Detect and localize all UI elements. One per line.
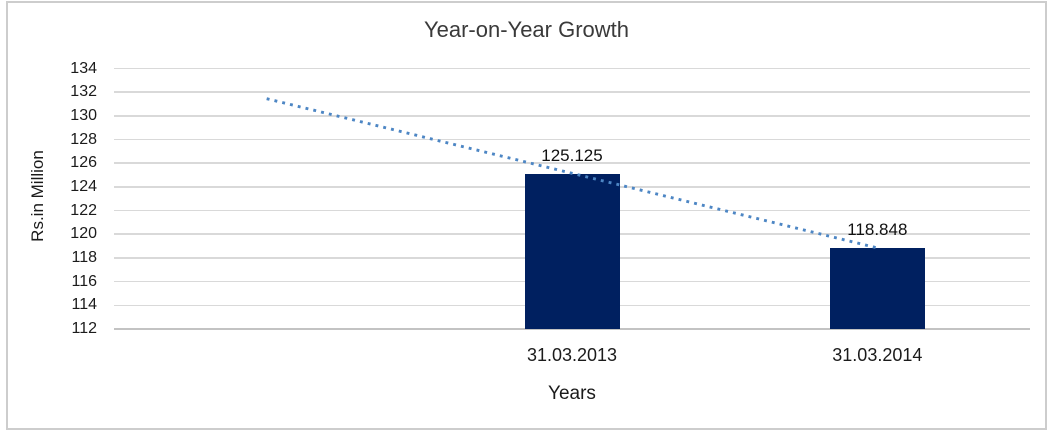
y-tick-label: 120 [70, 225, 97, 243]
y-tick-label: 118 [71, 248, 97, 266]
y-tick-label: 126 [70, 154, 97, 172]
x-axis-title: Years [548, 383, 596, 404]
y-tick-label: 112 [71, 320, 97, 337]
y-tick-label: 122 [70, 201, 97, 219]
y-tick-label: 116 [71, 272, 97, 290]
x-axis-line [114, 328, 1030, 330]
chart-title: Year-on-Year Growth [423, 17, 630, 42]
y-tick-label: 128 [70, 130, 97, 148]
y-gridline [114, 138, 1030, 141]
y-gridline [114, 115, 1030, 117]
y-gridline [114, 67, 1030, 70]
y-tick-label: 130 [70, 106, 97, 124]
bar [524, 173, 620, 329]
y-gridline [114, 91, 1030, 93]
y-tick-label: 124 [70, 177, 97, 195]
x-tick-label: 31.03.2013 [526, 345, 618, 365]
bar-data-label: 125.125 [541, 145, 603, 165]
x-tick-label: 31.03.2014 [832, 345, 923, 365]
y-tick-label: 132 [70, 83, 97, 101]
y-tick-label: 114 [71, 296, 97, 314]
y-tick-label: 134 [70, 59, 97, 77]
bar [829, 247, 925, 329]
bar-data-label: 118.848 [847, 219, 908, 239]
